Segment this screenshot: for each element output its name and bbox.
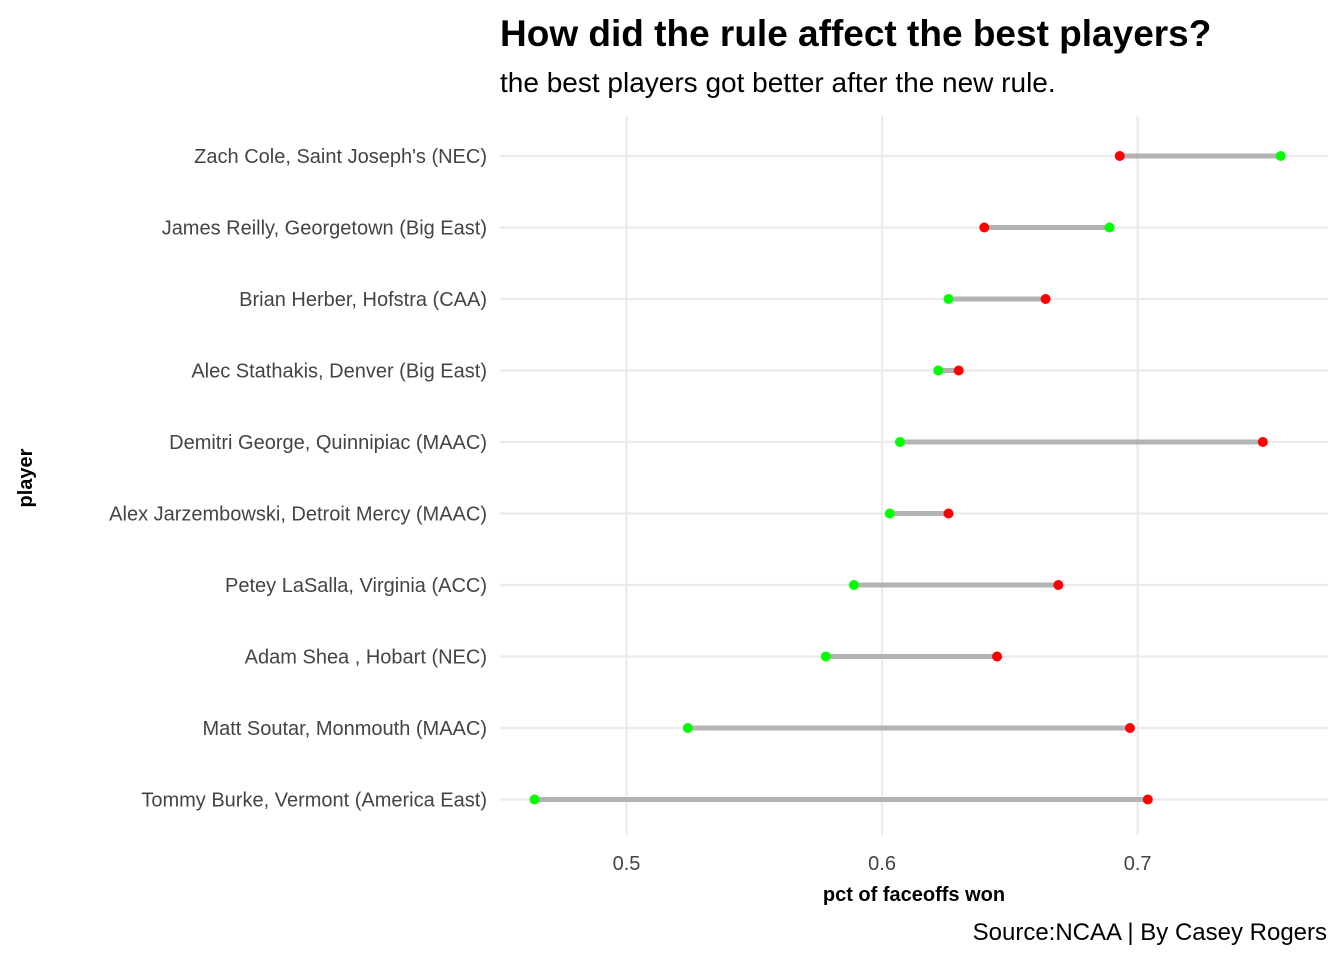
green-point [529,794,540,805]
x-tick-label: 0.7 [1124,853,1152,875]
x-tick-label: 0.6 [868,853,896,875]
green-point [933,365,944,376]
x-axis-title: pct of faceoffs won [823,884,1005,906]
dumbbell-segments [534,153,1281,802]
x-tick-label: 0.5 [613,853,641,875]
y-axis-title: player [15,448,37,507]
red-point [1040,294,1051,304]
green-point [884,508,895,519]
data-points [529,151,1286,805]
red-point [1142,794,1153,805]
green-point [682,723,693,733]
y-tick-label: Demitri George, Quinnipiac (MAAC) [169,432,487,454]
chart-caption: Source:NCAA | By Casey Rogers [973,919,1327,946]
green-point [1275,151,1286,161]
y-tick-label: Adam Shea , Hobart (NEC) [245,647,487,669]
x-tick-labels: 0.5 0.6 0.7 [613,853,1152,875]
green-point [894,437,905,447]
green-point [943,294,954,304]
y-tick-label: Petey LaSalla, Virginia (ACC) [225,575,487,597]
y-tick-label: Zach Cole, Saint Joseph's (NEC) [194,146,487,168]
green-point [820,651,831,662]
y-tick-label: Alex Jarzembowski, Detroit Mercy (MAAC) [109,504,487,526]
red-point [943,508,954,519]
red-point [979,222,990,233]
red-point [992,651,1003,662]
y-tick-labels: Zach Cole, Saint Joseph's (NEC) James Rei… [109,146,487,812]
y-tick-label: Matt Soutar, Monmouth (MAAC) [202,718,487,740]
chart-subtitle: the best players got better after the ne… [500,67,1056,98]
chart-title: How did the rule affect the best players… [500,13,1211,54]
y-tick-label: James Reilly, Georgetown (Big East) [162,218,487,240]
y-tick-label: Alec Stathakis, Denver (Big East) [191,361,487,383]
green-point [1104,222,1115,233]
y-tick-label: Tommy Burke, Vermont (America East) [141,790,487,812]
y-tick-label: Brian Herber, Hofstra (CAA) [239,289,487,311]
red-point [1257,437,1268,447]
green-point [848,580,859,590]
red-point [1124,723,1135,733]
red-point [1053,580,1064,590]
red-point [1114,151,1125,161]
red-point [953,365,964,376]
